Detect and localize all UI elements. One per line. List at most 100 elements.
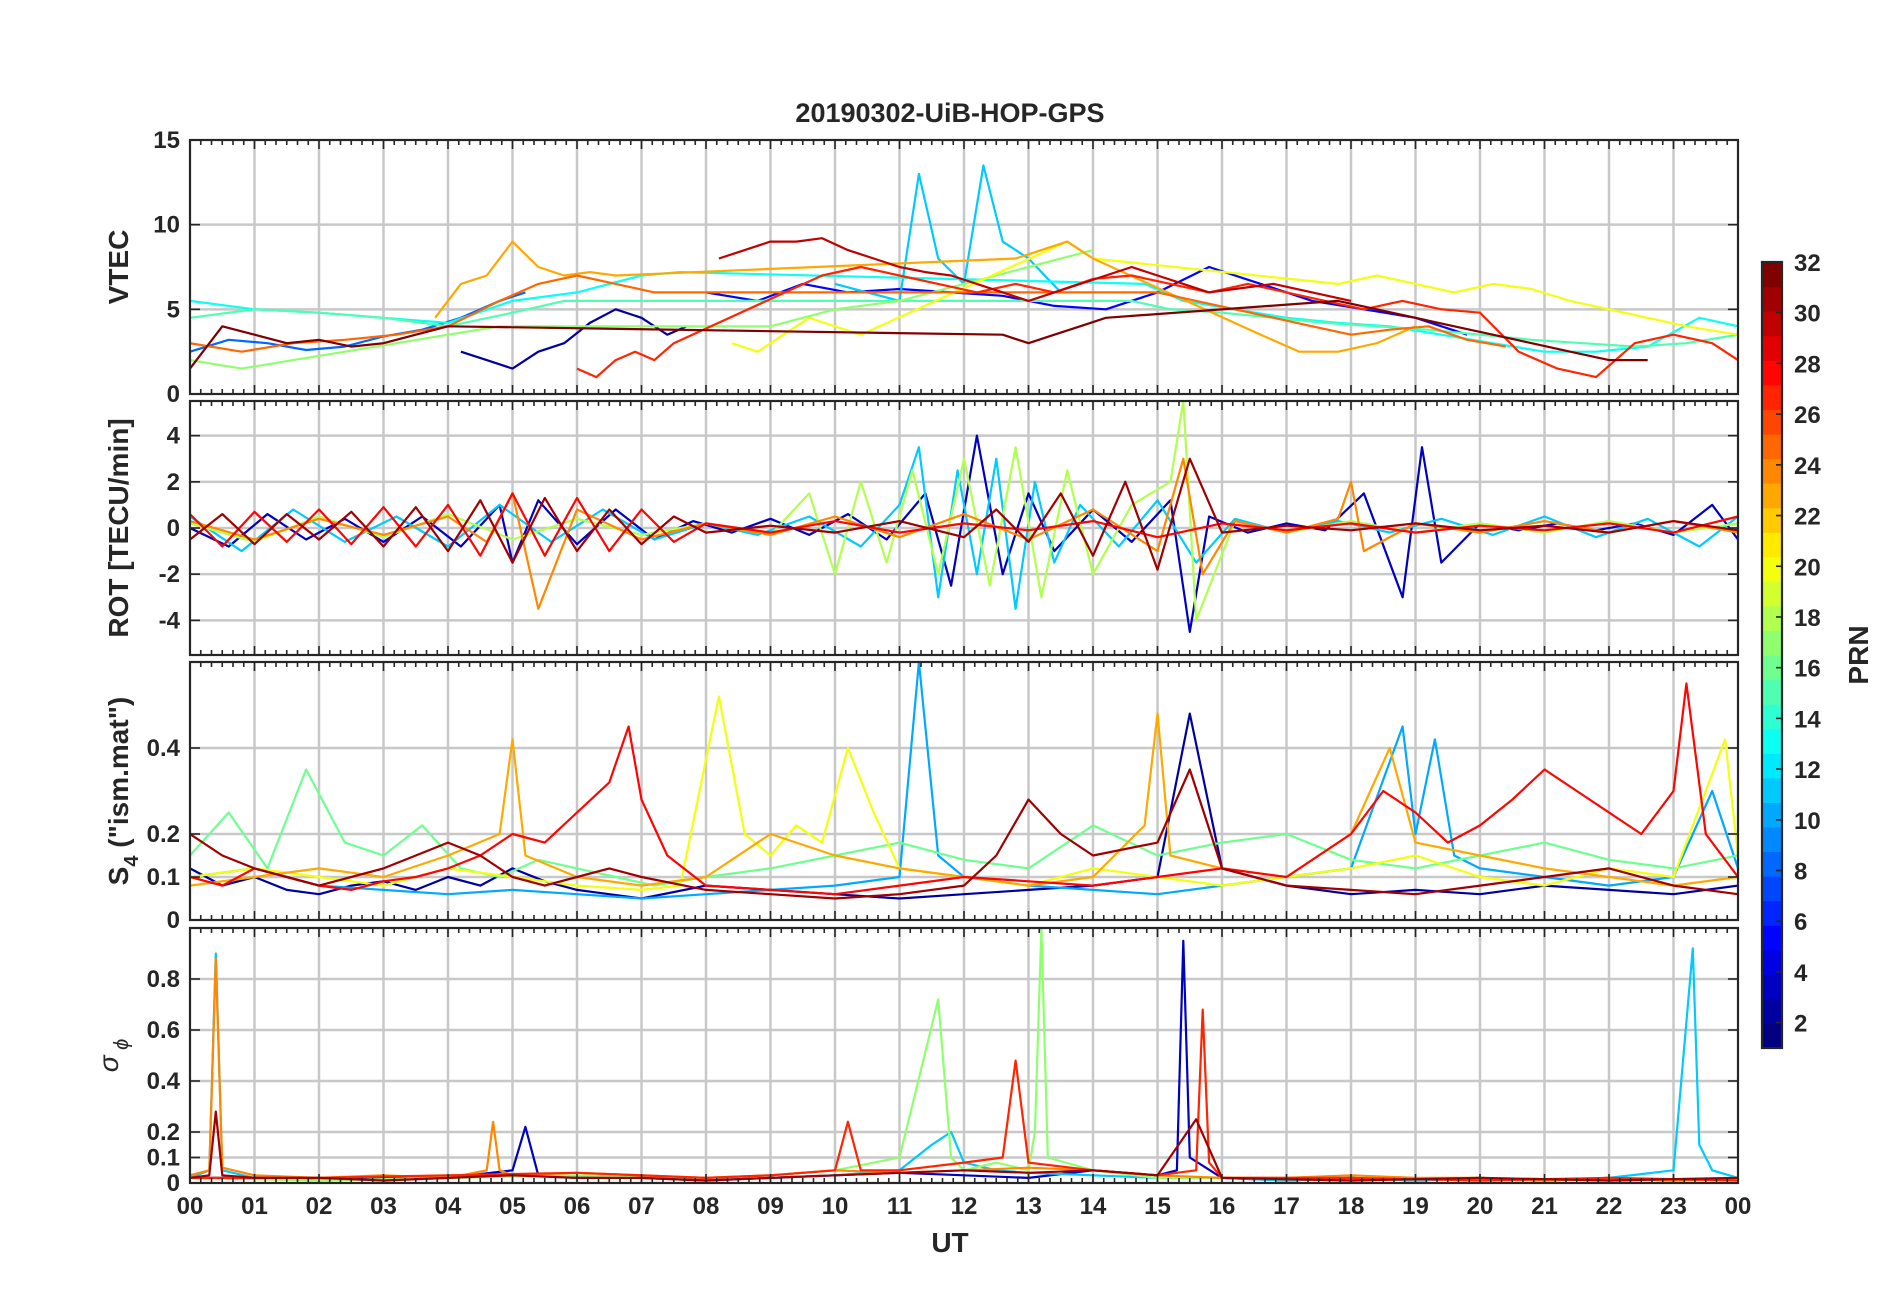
minor-ticks-sigma: [189, 928, 1739, 1183]
minor-ticks-s4: [189, 662, 1739, 920]
colorbar-segment: [1762, 605, 1782, 632]
colorbar-tick-label: 6: [1794, 909, 1807, 936]
colorbar-tick-label: 12: [1794, 757, 1821, 784]
panel-sigma: 00.10.2 0.4 0.6 0.8 σ ϕ: [93, 926, 1740, 1197]
colorbar-segment: [1762, 826, 1782, 853]
colorbar-segment: [1762, 802, 1782, 828]
series-vtec-prn-15: [190, 299, 1738, 348]
series-vtec-prn-25: [190, 274, 1506, 353]
colorbar-tick-label: 10: [1794, 808, 1821, 835]
series-vtec-prn-27: [576, 265, 1738, 379]
grid-rot: [190, 401, 1738, 655]
colorbar-segment: [1762, 900, 1782, 926]
series-vtec-prn-23: [434, 240, 1416, 353]
colorbar-segment: [1762, 262, 1782, 288]
colorbar-segment: [1762, 581, 1782, 607]
x-tick-label: 09: [757, 1193, 784, 1220]
colorbar-tick-label: 2: [1794, 1011, 1807, 1038]
colorbar-tick-label: 28: [1794, 351, 1821, 378]
colorbar-segment: [1762, 655, 1782, 681]
colorbar-segment: [1762, 998, 1782, 1025]
series-s4-prn-23: [190, 712, 1738, 887]
y-tick-label-sigma: 0.4: [147, 1068, 181, 1095]
y-tick-label-rot: 2: [167, 469, 180, 496]
colorbar-segment: [1762, 974, 1782, 1000]
colorbar-tick-label: 4: [1794, 960, 1808, 987]
series-vtec-prn-30: [718, 237, 1352, 302]
colorbar-tick-label: 8: [1794, 859, 1807, 886]
y-axis-label-vtec: VTEC: [103, 230, 134, 305]
x-tick-label: 19: [1402, 1193, 1429, 1220]
colorbar-segment: [1762, 851, 1782, 877]
x-tick-label: 05: [499, 1193, 526, 1220]
colorbar-tick-label: 22: [1794, 504, 1821, 531]
colorbar-label: PRN: [1843, 625, 1874, 684]
x-tick-label: 04: [435, 1193, 462, 1220]
colorbar-tick-label: 30: [1794, 301, 1821, 328]
series-s4-prn-31: [190, 768, 1738, 900]
colorbar-segment: [1762, 433, 1782, 460]
series-vtec-prn-11: [834, 164, 1062, 302]
x-axis: 00 01 02 03 04 05 06 07 08 09 10 11 12 13 14 15 16 17 18 19…: [177, 1193, 1752, 1220]
x-tick-label: 15: [1144, 1193, 1171, 1220]
y-axis-label-sigma: σ ϕ: [93, 1039, 133, 1073]
x-tick-label: 14: [1080, 1193, 1107, 1220]
y-tick-label-vtec: 15: [153, 127, 180, 154]
colorbar-segment: [1762, 728, 1782, 754]
colorbar-segment: [1762, 949, 1782, 975]
colorbar-tick-label: 18: [1794, 605, 1821, 632]
colorbar-segment: [1762, 556, 1782, 582]
y-label-sub: 4: [121, 855, 143, 867]
y-tick-label-sigma: 0.8: [147, 966, 180, 993]
x-tick-label: 01: [241, 1193, 268, 1220]
colorbar-segment: [1762, 532, 1782, 558]
y-label-rest: ("ism.mat"): [103, 697, 134, 856]
y-label-sub: ϕ: [111, 1039, 133, 1056]
x-tick-label: 22: [1596, 1193, 1623, 1220]
y-axis-label-rot: ROT [TECU/min]: [103, 418, 134, 637]
colorbar-tick-label: 20: [1794, 554, 1821, 581]
minor-ticks-vtec: [189, 140, 1739, 394]
x-tick-label: 03: [370, 1193, 397, 1220]
colorbar-segment: [1762, 1023, 1782, 1049]
x-tick-label: 00: [177, 1193, 204, 1220]
colorbar-segment: [1762, 286, 1782, 312]
y-tick-label-rot: -4: [159, 607, 181, 634]
colorbar-segment: [1762, 876, 1782, 902]
x-tick-label: 10: [822, 1193, 849, 1220]
colorbar-tick-label: 32: [1794, 250, 1821, 277]
x-tick-label: 02: [306, 1193, 333, 1220]
colorbar-segment: [1762, 679, 1782, 705]
panel-rot: -4 -2 0 2 4 ROT [TECU/min]: [103, 399, 1740, 657]
colorbar-segment: [1762, 507, 1782, 533]
colorbar-segment: [1762, 311, 1782, 337]
x-tick-label: 07: [628, 1193, 655, 1220]
x-tick-label: 16: [1209, 1193, 1236, 1220]
series-s4-prn-16: [190, 768, 1738, 887]
x-tick-label: 13: [1015, 1193, 1042, 1220]
grid-sigma: [190, 928, 1738, 1183]
series-group-s4: [190, 662, 1738, 900]
series-vtec-prn-20: [731, 240, 1738, 353]
colorbar-segment: [1762, 753, 1782, 779]
x-tick-label: 11: [887, 1193, 912, 1220]
x-tick-label: 20: [1467, 1193, 1494, 1220]
x-tick-label: 00: [1725, 1193, 1752, 1220]
x-tick-label: 18: [1338, 1193, 1365, 1220]
y-tick-label-vtec: 5: [167, 296, 180, 323]
y-tick-label-vtec: 10: [153, 212, 180, 239]
y-tick-label-s4: 0.4: [147, 735, 181, 762]
x-tick-label: 17: [1273, 1193, 1300, 1220]
colorbar-tick-label: 16: [1794, 656, 1821, 683]
series-s4-prn-28: [190, 682, 1738, 896]
colorbar-segment: [1762, 384, 1782, 410]
series-group-vtec: [190, 164, 1738, 379]
series-vtec-prn-5: [705, 265, 1468, 336]
colorbar-segment: [1762, 483, 1782, 509]
y-tick-label-sigma: 0: [167, 1170, 180, 1197]
colorbar-tick-label: 24: [1794, 453, 1821, 480]
x-axis-label: UT: [931, 1227, 968, 1258]
series-group-rot: [190, 401, 1738, 633]
